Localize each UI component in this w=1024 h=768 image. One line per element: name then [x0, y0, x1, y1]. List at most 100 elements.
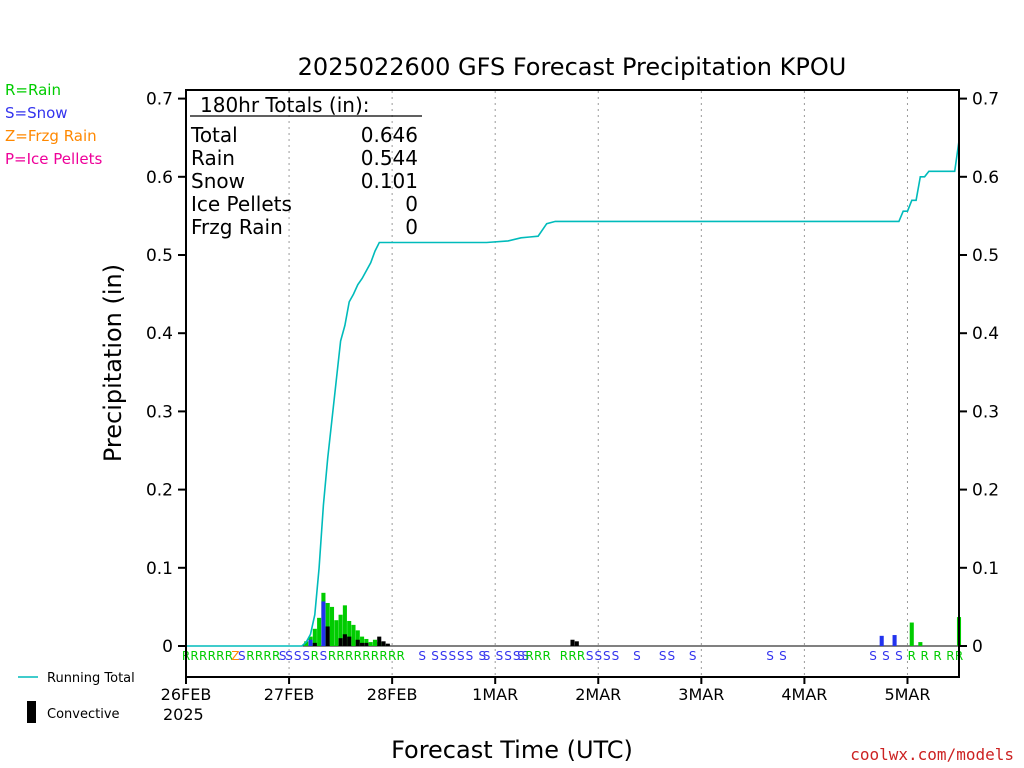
- y-tick-label-left: 0.1: [146, 559, 173, 579]
- ptype-marker: R: [577, 649, 585, 663]
- ptype-marker: R: [397, 649, 405, 663]
- convective-bar: [364, 642, 369, 646]
- ptype-marker: R: [560, 649, 568, 663]
- snow-bar: [308, 639, 313, 646]
- y-tick-label-right: 0.1: [972, 559, 999, 579]
- totals-row-label: Snow: [191, 169, 245, 193]
- convective-bar: [360, 642, 365, 646]
- ptype-marker: R: [272, 649, 280, 663]
- ptype-marker: S: [431, 649, 439, 663]
- ptype-marker: R: [908, 649, 916, 663]
- ptype-marker: S: [279, 649, 287, 663]
- convective-bar: [338, 638, 343, 646]
- y-axis-left: 0 0.1 0.2 0.3 0.4 0.5 0.6 0.7: [146, 90, 186, 657]
- rain-bar: [351, 624, 356, 646]
- rain-bar: [355, 630, 360, 646]
- ptype-legend-item: Z=Frzg Rain: [5, 127, 97, 145]
- plot-frame: [185, 89, 960, 678]
- rain-bar: [329, 606, 335, 646]
- rain-bar: [304, 641, 309, 646]
- convective-legend-swatch: [27, 701, 36, 723]
- ptype-marker: R: [216, 649, 224, 663]
- ptype-marker: R: [208, 649, 216, 663]
- rain-bar: [360, 636, 365, 646]
- x-start-sublabel: 2025: [163, 705, 204, 724]
- ptype-marker: S: [504, 649, 512, 663]
- ptype-marker: S: [603, 649, 611, 663]
- y-tick-label-right: 0: [972, 637, 983, 657]
- rain-bar: [372, 639, 377, 646]
- y-tick-label-right: 0.5: [972, 246, 999, 266]
- ptype-marker: R: [920, 649, 928, 663]
- ptype-marker: R: [246, 649, 254, 663]
- rain-bar: [317, 617, 322, 646]
- ptype-marker: R: [568, 649, 576, 663]
- ptype-marker: S: [418, 649, 426, 663]
- ptype-marker: Z: [231, 649, 239, 663]
- x-tick-label: 4MAR: [781, 685, 827, 704]
- x-tick-label: 5MAR: [884, 685, 930, 704]
- ptype-marker: R: [345, 649, 353, 663]
- running-total-line: [186, 140, 960, 647]
- ptype-marker: R: [328, 649, 336, 663]
- totals-row-label: Total: [190, 123, 238, 147]
- ptype-marker: S: [895, 649, 903, 663]
- convective-bar: [325, 626, 330, 646]
- rain-bar: [334, 620, 339, 646]
- ptype-marker: S: [440, 649, 448, 663]
- ptype-marker: S: [586, 649, 594, 663]
- totals-row-value: 0.544: [361, 146, 418, 170]
- y-tick-label-right: 0.2: [972, 481, 999, 501]
- ptype-marker: S: [479, 649, 487, 663]
- y-tick-label-left: 0: [162, 637, 173, 657]
- totals-row-value: 0: [405, 192, 418, 216]
- ptype-marker: R: [388, 649, 396, 663]
- totals-row-value: 0.101: [361, 169, 418, 193]
- ptype-marker: S: [766, 649, 774, 663]
- ptype-marker: R: [199, 649, 207, 663]
- ptype-legend-item: S=Snow: [5, 104, 68, 122]
- ptype-marker: S: [517, 649, 525, 663]
- ptype-marker: R: [379, 649, 387, 663]
- convective-bar: [355, 639, 360, 646]
- ptype-marker: S: [521, 649, 529, 663]
- convective-bar: [342, 634, 347, 646]
- ptype-marker: S: [633, 649, 641, 663]
- ptype-legend: R=Rain S=Snow Z=Frzg Rain P=Ice Pellets: [5, 81, 102, 168]
- x-tick-label: 3MAR: [678, 685, 724, 704]
- y-tick-label-left: 0.2: [146, 481, 173, 501]
- rain-bar: [347, 620, 352, 646]
- y-tick-label-right: 0.6: [972, 168, 999, 188]
- ptype-marker: R: [225, 649, 233, 663]
- site-credit: coolwx.com/models: [850, 745, 1014, 764]
- y-tick-label-left: 0.6: [146, 168, 173, 188]
- ptype-legend-item: P=Ice Pellets: [5, 150, 102, 168]
- bars-layer: [304, 592, 962, 646]
- ptype-marker: R: [190, 649, 198, 663]
- ptype-marker: S: [513, 649, 521, 663]
- x-tick-label: 27FEB: [264, 685, 315, 704]
- series-legend: Running Total Convective: [18, 671, 135, 723]
- ptype-marker: R: [946, 649, 954, 663]
- ptype-marker: S: [882, 649, 890, 663]
- y-tick-label-right: 0.4: [972, 324, 999, 344]
- x-tick-label: 26FEB: [161, 685, 212, 704]
- running-total-layer: [186, 140, 960, 647]
- totals-row-label: Ice Pellets: [191, 192, 292, 216]
- ptype-marker: R: [336, 649, 344, 663]
- ptype-marker: R: [534, 649, 542, 663]
- convective-bar: [381, 641, 386, 646]
- ptype-marker: S: [496, 649, 504, 663]
- ptype-marker: S: [238, 649, 246, 663]
- rain-bar: [342, 605, 347, 646]
- ptype-marker: S: [466, 649, 474, 663]
- totals-row-label: Rain: [191, 146, 235, 170]
- y-tick-label-left: 0.4: [146, 324, 173, 344]
- x-tick-label: 28FEB: [367, 685, 418, 704]
- rain-bar: [909, 622, 914, 646]
- convective-bar: [312, 642, 317, 646]
- totals-row-value: 0: [405, 215, 418, 239]
- ptype-marker: R: [933, 649, 941, 663]
- convective-legend-label: Convective: [47, 707, 120, 722]
